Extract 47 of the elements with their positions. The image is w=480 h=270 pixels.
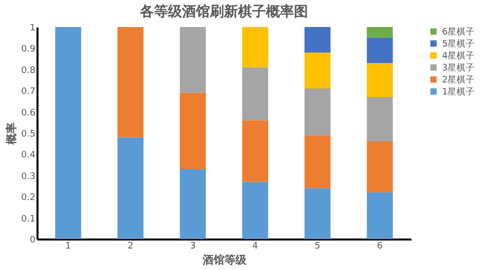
x-tick-label: 6 <box>376 242 383 252</box>
legend-label: 3星棋子 <box>442 62 475 74</box>
x-tick-label: 1 <box>65 242 72 252</box>
y-tick-label: 0.3 <box>21 172 36 182</box>
bar <box>180 169 206 239</box>
bar <box>304 88 330 136</box>
bar <box>55 27 82 239</box>
bar <box>366 96 393 142</box>
bar <box>242 182 268 239</box>
x-tick-label: 5 <box>314 242 320 252</box>
y-tick-label: 0 <box>30 236 36 246</box>
y-axis-title: 概率 <box>5 122 18 146</box>
y-tick-label: 0.9 <box>21 44 36 55</box>
bar <box>366 192 393 239</box>
x-axis-title: 酒馆等级 <box>202 254 248 266</box>
bar <box>366 141 393 192</box>
bar <box>304 52 330 88</box>
y-tick-label: 0.2 <box>21 193 36 204</box>
bar <box>304 135 330 188</box>
legend-label: 5星棋子 <box>442 38 475 50</box>
bar <box>304 188 330 239</box>
bar <box>118 27 144 138</box>
bar <box>180 27 206 93</box>
y-tick-label: 0.5 <box>21 130 36 140</box>
chart-title: 各等级酒馆刷新棋子概率图 <box>139 3 308 20</box>
bar <box>366 63 393 97</box>
bar <box>242 120 268 182</box>
bar <box>242 67 268 120</box>
x-tick-label: 4 <box>252 242 258 252</box>
y-tick-label: 0.1 <box>21 214 36 224</box>
y-tick-label: 0.7 <box>21 87 36 98</box>
x-tick-label: 3 <box>190 242 196 252</box>
bar <box>180 92 206 170</box>
bar <box>366 38 393 64</box>
bar <box>242 27 268 68</box>
legend-label: 2星棋子 <box>442 74 475 86</box>
legend-label: 6星棋子 <box>442 26 475 38</box>
x-tick-label: 2 <box>128 242 134 252</box>
legend-label: 1星棋子 <box>442 86 475 98</box>
y-tick-label: 0.8 <box>21 66 36 76</box>
y-tick-label: 0.6 <box>21 108 36 118</box>
bar <box>304 27 330 52</box>
legend-label: 4星棋子 <box>442 50 475 62</box>
bar <box>366 27 393 38</box>
y-tick-label: 1 <box>30 24 36 34</box>
y-tick-label: 0.4 <box>21 150 36 161</box>
bar <box>118 137 144 239</box>
